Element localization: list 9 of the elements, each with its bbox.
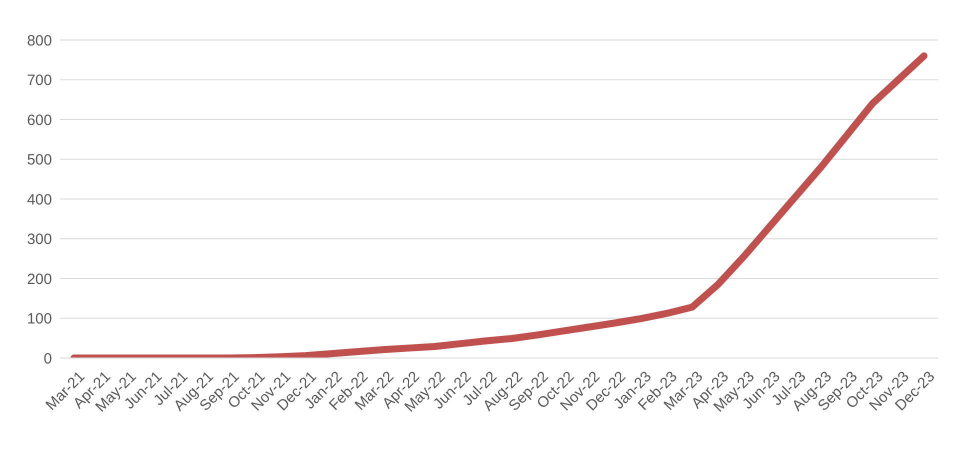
y-tick-label: 100: [26, 310, 52, 328]
y-tick-label: 600: [26, 112, 52, 129]
y-tick-label: 300: [26, 231, 52, 248]
y-tick-label: 200: [26, 270, 52, 288]
y-tick-label: 500: [26, 152, 52, 169]
y-tick-label: 800: [26, 32, 52, 50]
y-tick-label: 0: [44, 350, 52, 368]
y-tick-label: 700: [26, 72, 52, 90]
y-tick-label: 400: [26, 191, 52, 208]
